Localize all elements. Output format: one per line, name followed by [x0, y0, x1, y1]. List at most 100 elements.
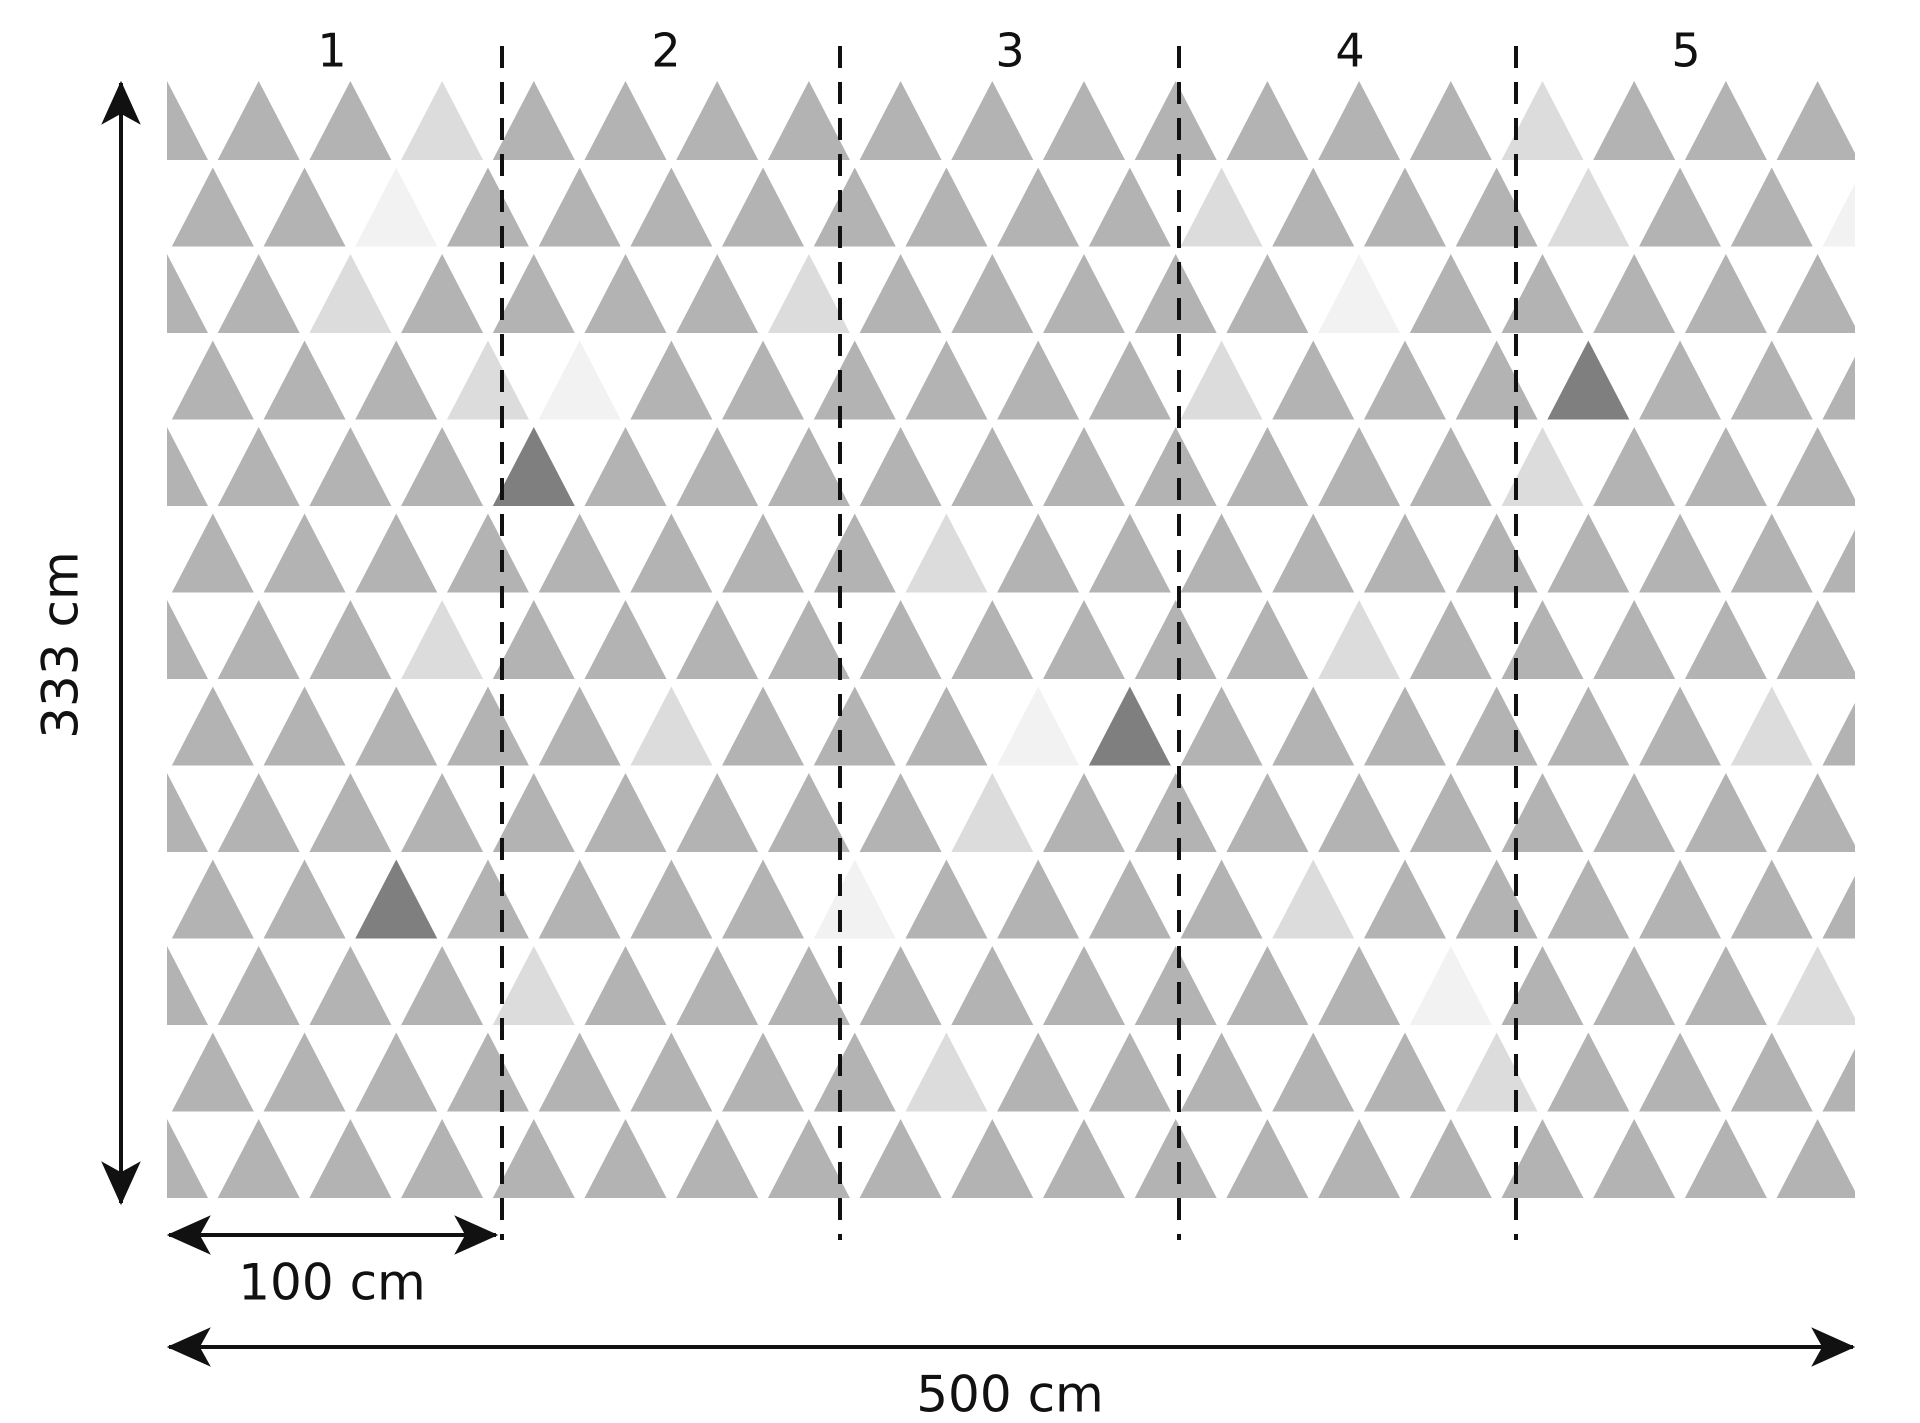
triangle: [1547, 513, 1630, 593]
triangle: [1868, 773, 1920, 852]
triangle: [355, 167, 438, 247]
triangle: [1134, 1119, 1217, 1198]
triangle: [1639, 1032, 1722, 1112]
triangle: [1272, 686, 1355, 766]
triangle: [492, 427, 575, 506]
triangle: [1639, 167, 1722, 247]
triangle: [813, 340, 896, 420]
triangle: [1226, 773, 1309, 852]
triangle: [1822, 529, 1855, 593]
triangle: [34, 427, 116, 506]
triangle: [401, 773, 484, 852]
triangle: [1684, 254, 1767, 333]
triangle: [492, 600, 575, 679]
triangle: [1226, 254, 1309, 333]
triangle: [584, 946, 667, 1025]
triangle: [1684, 600, 1767, 679]
triangle: [34, 254, 116, 333]
triangle: [171, 859, 254, 939]
triangle: [1363, 1032, 1446, 1112]
triangle: [401, 600, 484, 679]
triangle: [1868, 254, 1920, 333]
triangle: [997, 167, 1080, 247]
triangle: [1730, 686, 1813, 766]
triangle: [1501, 81, 1584, 160]
triangle: [1730, 167, 1813, 247]
triangle: [34, 81, 116, 160]
triangle: [34, 1119, 116, 1198]
triangle: [905, 686, 988, 766]
triangle: [1272, 167, 1355, 247]
triangle: [1684, 427, 1767, 506]
triangle: [1730, 859, 1813, 939]
triangle: [217, 600, 300, 679]
triangle: [1639, 686, 1722, 766]
triangle: [630, 859, 713, 939]
triangle: [905, 513, 988, 593]
triangle: [1684, 81, 1767, 160]
panel-label: 1: [317, 24, 346, 78]
triangle: [951, 773, 1034, 852]
triangle: [1226, 1119, 1309, 1198]
triangle: [997, 513, 1080, 593]
triangle: [630, 167, 713, 247]
triangle: [309, 81, 392, 160]
triangle: [34, 773, 116, 852]
triangle: [1501, 1119, 1584, 1198]
triangle: [1914, 1033, 1920, 1112]
triangle: [997, 1032, 1080, 1112]
triangle: [1272, 340, 1355, 420]
triangle: [1226, 81, 1309, 160]
triangle: [1318, 427, 1401, 506]
triangle: [1043, 1119, 1125, 1198]
triangle: [722, 340, 805, 420]
triangle: [1914, 514, 1920, 593]
triangle: [538, 340, 621, 420]
triangle: [767, 946, 850, 1025]
triangle: [997, 686, 1080, 766]
panel-label: 5: [1671, 24, 1700, 78]
triangle: [1363, 513, 1446, 593]
triangle: [171, 513, 254, 593]
triangle: [676, 81, 759, 160]
triangle: [1776, 773, 1855, 852]
triangle: [859, 1119, 942, 1198]
triangle: [1822, 183, 1855, 247]
triangle: [1180, 340, 1263, 420]
triangle: [492, 81, 575, 160]
triangle: [676, 254, 759, 333]
triangle: [401, 1119, 484, 1198]
triangle: [309, 254, 392, 333]
triangle: [217, 254, 300, 333]
triangle: [355, 686, 438, 766]
triangle: [1409, 1119, 1492, 1198]
triangle: [1639, 859, 1722, 939]
triangle: [167, 1119, 208, 1198]
triangle: [1043, 81, 1125, 160]
triangle: [1409, 427, 1492, 506]
triangle: [538, 167, 621, 247]
triangle: [538, 1032, 621, 1112]
triangle: [1776, 946, 1855, 1025]
triangle: [584, 427, 667, 506]
triangle: [446, 340, 529, 420]
triangle: [1501, 600, 1584, 679]
triangle: [167, 773, 208, 852]
triangle: [167, 427, 208, 506]
triangle: [1501, 773, 1584, 852]
triangle: [217, 427, 300, 506]
triangle: [1180, 859, 1263, 939]
triangle: [630, 686, 713, 766]
triangle: [1730, 1032, 1813, 1112]
triangle: [767, 427, 850, 506]
triangle: [309, 1119, 392, 1198]
triangle: [538, 859, 621, 939]
triangle: [1272, 513, 1355, 593]
triangle: [171, 686, 254, 766]
triangle: [167, 254, 208, 333]
triangle: [492, 254, 575, 333]
triangle: [584, 1119, 667, 1198]
triangle: [722, 1032, 805, 1112]
triangle: [1409, 81, 1492, 160]
